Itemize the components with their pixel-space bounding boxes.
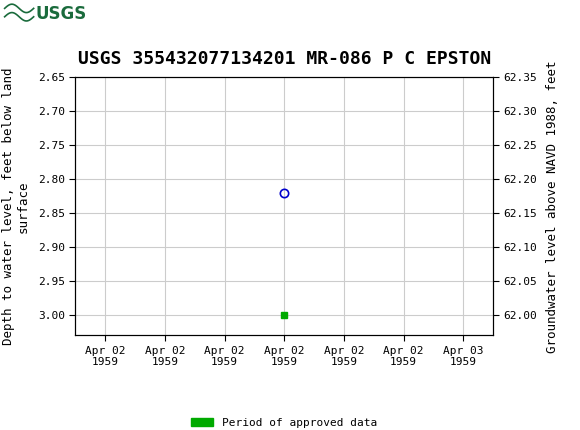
Legend: Period of approved data: Period of approved data: [187, 413, 382, 430]
Y-axis label: Depth to water level, feet below land
surface: Depth to water level, feet below land su…: [2, 68, 30, 345]
Y-axis label: Groundwater level above NAVD 1988, feet: Groundwater level above NAVD 1988, feet: [546, 60, 559, 353]
FancyBboxPatch shape: [3, 2, 87, 26]
Title: USGS 355432077134201 MR-086 P C EPSTON: USGS 355432077134201 MR-086 P C EPSTON: [78, 49, 491, 68]
Text: USGS: USGS: [35, 5, 86, 23]
